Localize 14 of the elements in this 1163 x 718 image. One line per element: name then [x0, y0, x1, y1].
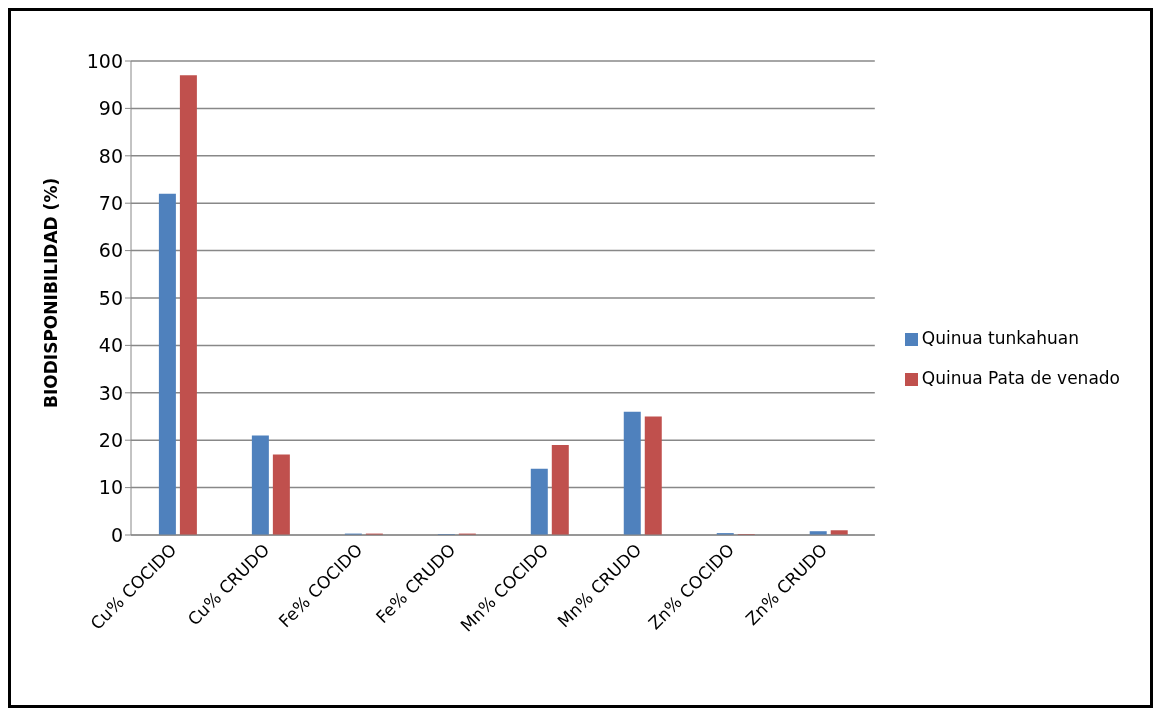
y-tick-label: 50: [98, 286, 123, 309]
y-axis-title: BIODISPONIBILIDAD (%): [41, 177, 62, 408]
y-tick-label: 80: [98, 144, 123, 167]
y-tick-label: 10: [98, 476, 123, 499]
y-tick-label: 40: [98, 334, 123, 357]
legend-label: Quinua tunkahuan: [921, 328, 1079, 348]
y-tick-label: 90: [98, 97, 123, 120]
legend-label: Quinua Pata de venado: [921, 368, 1120, 388]
y-tick-label: 60: [98, 239, 123, 262]
y-tick-label: 70: [98, 191, 123, 214]
y-tick-label: 100: [86, 49, 123, 72]
y-tick-label: 0: [110, 523, 123, 546]
y-tick-label: 30: [98, 381, 123, 404]
y-tick-label: 20: [98, 428, 123, 451]
